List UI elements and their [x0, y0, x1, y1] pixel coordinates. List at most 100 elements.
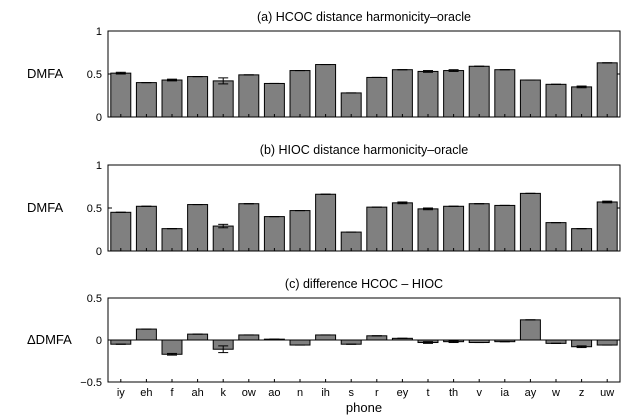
x-tick-label: ey [397, 387, 409, 399]
x-tick-label: ao [268, 387, 280, 399]
bar-eh [135, 328, 157, 341]
bar-n [289, 339, 311, 346]
plot-frame [107, 164, 621, 252]
y-tick-label: 0.5 [87, 203, 102, 215]
bar-ey [391, 202, 413, 252]
bar-r [366, 335, 388, 341]
error-bar-uw [602, 200, 613, 204]
bar-ay [519, 319, 541, 341]
x-tick-label: ay [525, 387, 537, 399]
x-tick-label: k [220, 387, 226, 399]
bar-t [417, 208, 439, 252]
x-tick-label: t [426, 387, 429, 399]
bar-iy [110, 211, 132, 252]
panel-title: (b) HIOC distance harmonicity–oracle [260, 143, 468, 157]
panel-c: (c) difference HCOC – HIOC ΔDMFA −0.5 0 0.5 i… [27, 277, 621, 415]
bar-ah [187, 333, 209, 341]
bar-v [468, 65, 490, 118]
x-tick-label: f [170, 387, 174, 399]
x-tick-label: r [375, 387, 379, 399]
x-axis-label: phone [346, 400, 382, 415]
error-bar-k [218, 345, 229, 354]
x-tick-label: s [348, 387, 354, 399]
bar-k [212, 225, 234, 252]
error-bar-f [167, 78, 177, 82]
bar-f [161, 228, 183, 252]
error-bar-f [167, 352, 177, 356]
plot-frame [107, 30, 621, 118]
bar-w [545, 222, 567, 252]
bar-ih [315, 193, 337, 252]
bar-ih [315, 334, 337, 341]
x-tick-label: th [449, 387, 458, 399]
x-tick-label: v [476, 387, 482, 399]
bar-ah [187, 76, 209, 118]
panel-title: (c) difference HCOC – HIOC [285, 277, 443, 291]
bar-uw [596, 201, 618, 252]
panel-a: (a) HCOC distance harmonicity–oracle DMFA… [27, 10, 621, 124]
x-tick-label: z [579, 387, 585, 399]
bar-r [366, 206, 388, 252]
x-tick-label: uw [600, 387, 614, 399]
bar-ao [263, 216, 285, 252]
bar-t [417, 70, 439, 118]
y-axis-label: DMFA [27, 66, 63, 81]
y-tick-label: 1 [96, 160, 102, 172]
x-tick-label: iy [117, 387, 125, 399]
bar-iy [110, 72, 132, 118]
y-tick-label: −0.5 [80, 377, 102, 389]
error-bar-z [576, 85, 587, 89]
bar-iy [110, 339, 132, 345]
error-bar-k [218, 77, 229, 85]
bar-ia [494, 204, 516, 252]
bar-ey [391, 69, 413, 118]
y-tick-label: 0.5 [87, 69, 102, 81]
bar-k [212, 80, 234, 118]
bar-ow [238, 334, 260, 341]
bar-ow [238, 74, 260, 118]
error-bar-iy [115, 71, 126, 75]
error-bar-ey [397, 201, 408, 205]
y-tick-label: 0.5 [87, 293, 102, 305]
bar-ay [519, 79, 541, 118]
bar-uw [596, 339, 618, 346]
bar-n [289, 210, 311, 252]
bar-ih [315, 64, 337, 118]
y-tick-label: 0 [96, 246, 102, 258]
error-bar-t [423, 207, 433, 211]
y-axis-label: ΔDMFA [27, 332, 72, 347]
y-tick-label: 0 [96, 335, 102, 347]
bar-ia [494, 69, 516, 118]
x-tick-label: w [551, 387, 560, 399]
error-bar-t [423, 341, 433, 344]
bar-w [545, 83, 567, 118]
error-bar-th [448, 340, 459, 344]
error-bar-t [423, 70, 433, 73]
bar-z [571, 228, 593, 252]
bar-n [289, 70, 311, 118]
bar-f [161, 79, 183, 118]
bar-r [366, 76, 388, 118]
bar-z [571, 86, 593, 118]
x-tick-label: ow [242, 387, 256, 399]
x-tick-label: n [297, 387, 303, 399]
bar-ah [187, 204, 209, 252]
bar-s [340, 339, 362, 345]
y-tick-label: 0 [96, 112, 102, 124]
bar-ay [519, 192, 541, 252]
bar-uw [596, 62, 618, 118]
x-tick-label: eh [140, 387, 152, 399]
bar-s [340, 92, 362, 118]
panel-title: (a) HCOC distance harmonicity–oracle [257, 10, 471, 24]
error-bar-k [218, 223, 229, 229]
y-axis-label: DMFA [27, 200, 63, 215]
x-tick-label: ia [501, 387, 510, 399]
bar-eh [135, 82, 157, 118]
bar-f [161, 339, 183, 355]
error-bar-z [576, 345, 587, 349]
bar-th [443, 70, 465, 118]
bar-w [545, 339, 567, 344]
y-tick-label: 1 [96, 26, 102, 38]
bar-th [443, 205, 465, 252]
